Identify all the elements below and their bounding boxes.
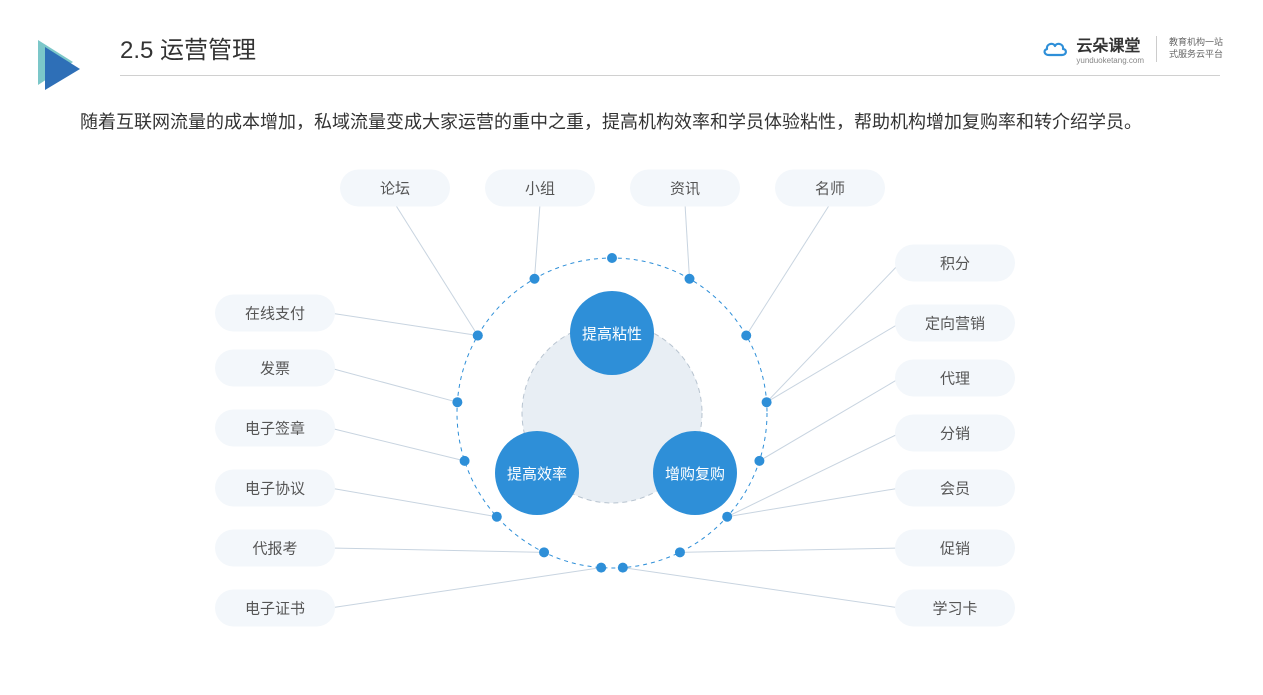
section-number: 2.5: [120, 37, 153, 64]
feature-pill: 代理: [895, 360, 1015, 397]
hub-repurchase: 增购复购: [653, 431, 737, 515]
section-arrow-icon: [35, 35, 85, 95]
feature-pill: 在线支付: [215, 295, 335, 332]
feature-pill: 积分: [895, 245, 1015, 282]
logo-brand: 云朵课堂: [1076, 32, 1144, 56]
logo-text-block: 云朵课堂 yunduoketang.com: [1076, 32, 1144, 65]
slide-header: 2.5 运营管理 云朵课堂 yunduoketang.com 教育机构一站 式服…: [0, 0, 1263, 76]
feature-pill: 电子证书: [215, 590, 335, 627]
hub-sticky: 提高粘性: [570, 291, 654, 375]
feature-pill: 促销: [895, 530, 1015, 567]
feature-pill: 论坛: [340, 170, 450, 207]
feature-pill: 名师: [775, 170, 885, 207]
logo-tagline: 教育机构一站 式服务云平台: [1169, 37, 1223, 60]
feature-pill: 定向营销: [895, 305, 1015, 342]
description-text: 随着互联网流量的成本增加，私域流量变成大家运营的重中之重，提高机构效率和学员体验…: [80, 106, 1183, 138]
feature-pill: 学习卡: [895, 590, 1015, 627]
feature-pill: 电子协议: [215, 470, 335, 507]
feature-pill: 发票: [215, 350, 335, 387]
logo-divider: [1156, 36, 1157, 62]
cloud-icon: [1042, 38, 1068, 60]
hub-efficiency: 提高效率: [495, 431, 579, 515]
operations-diagram: 提高粘性提高效率增购复购 论坛小组资讯名师在线支付发票电子签章电子协议代报考电子证…: [0, 138, 1263, 638]
feature-pill: 小组: [485, 170, 595, 207]
feature-pill: 代报考: [215, 530, 335, 567]
diagram-connectors: [0, 138, 1263, 638]
brand-logo: 云朵课堂 yunduoketang.com 教育机构一站 式服务云平台: [1042, 32, 1223, 65]
logo-brand-sub: yunduoketang.com: [1076, 56, 1144, 65]
feature-pill: 电子签章: [215, 410, 335, 447]
feature-pill: 分销: [895, 415, 1015, 452]
section-title-text: 运营管理: [160, 37, 256, 64]
feature-pill: 会员: [895, 470, 1015, 507]
feature-pill: 资讯: [630, 170, 740, 207]
